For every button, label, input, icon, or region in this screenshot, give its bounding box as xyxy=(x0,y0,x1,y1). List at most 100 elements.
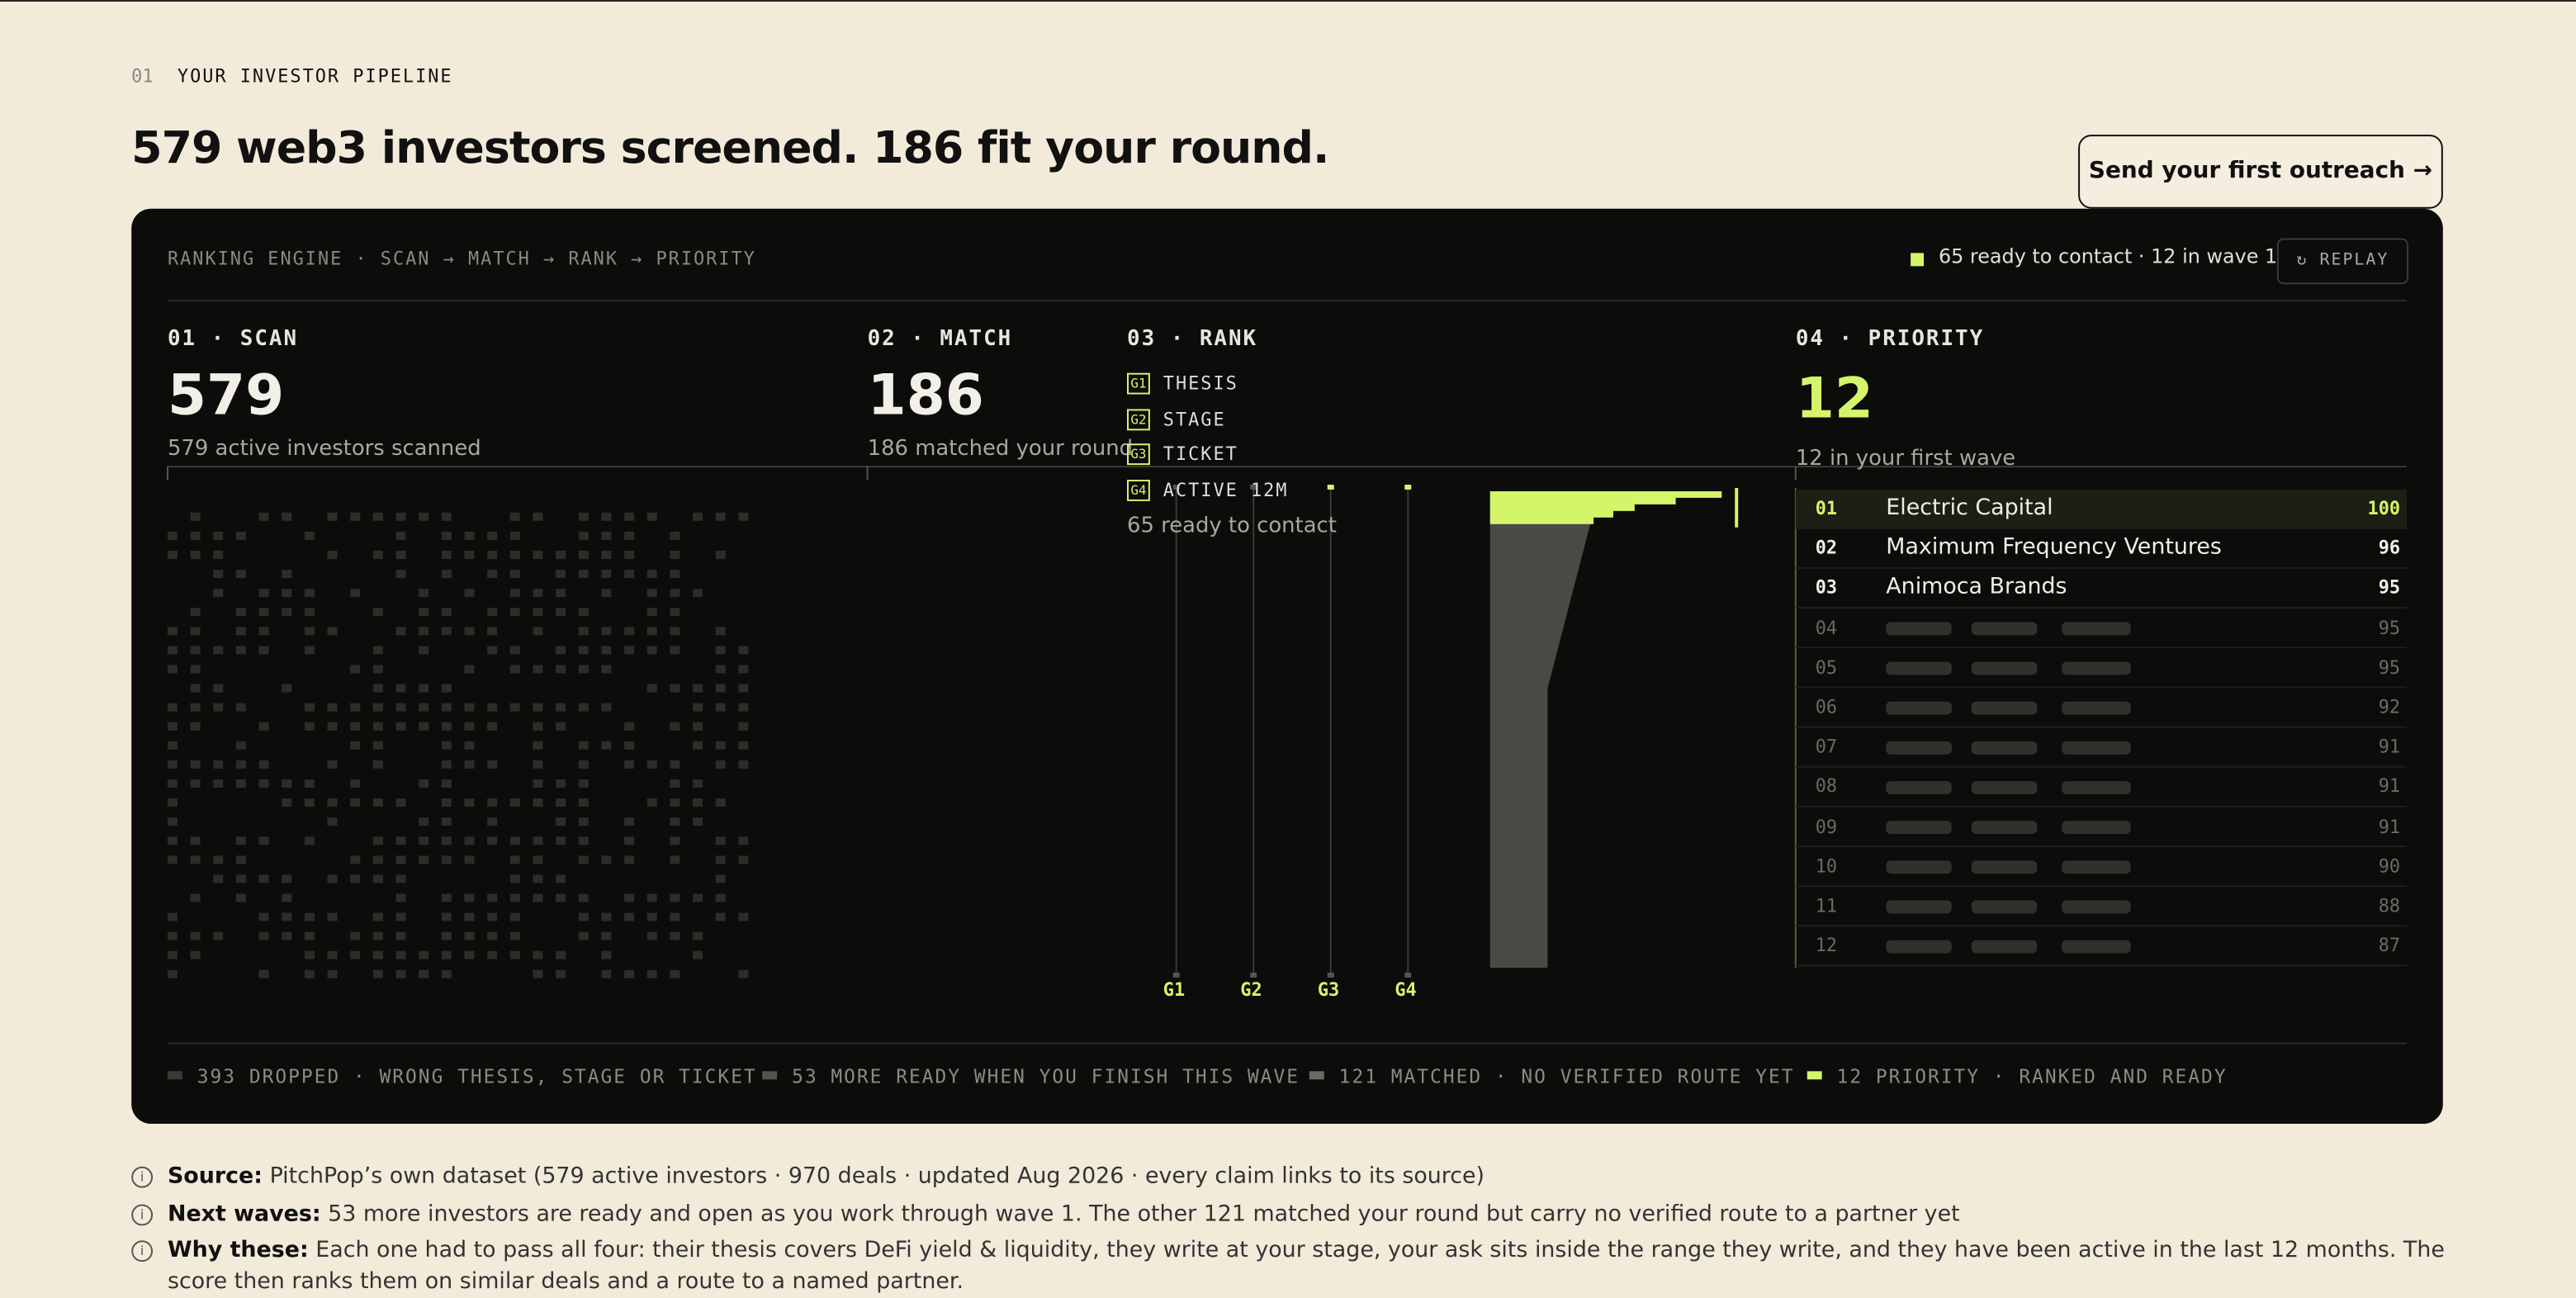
scan-dot xyxy=(395,684,406,693)
scan-dot xyxy=(395,855,406,865)
scan-dot xyxy=(509,531,520,540)
scan-dot xyxy=(441,608,452,617)
scan-dot xyxy=(646,570,657,579)
scan-dot xyxy=(601,570,612,579)
scan-dot xyxy=(190,779,201,788)
footnote-text: PitchPop’s own dataset (579 active inves… xyxy=(269,1163,1485,1190)
scan-dot xyxy=(509,836,520,846)
redacted-name xyxy=(2062,860,2131,874)
scan-dot xyxy=(715,893,726,902)
scan-dot xyxy=(441,741,452,750)
scan-dot xyxy=(441,779,452,788)
scan-dot xyxy=(670,855,680,865)
scan-dot xyxy=(350,798,361,807)
scan-dot xyxy=(395,627,406,636)
scan-dot xyxy=(372,874,383,883)
legend-swatch xyxy=(1309,1071,1324,1080)
gate-foot xyxy=(1172,972,1180,978)
scan-dot xyxy=(624,855,635,865)
ranking-panel: RANKING ENGINE · SCAN → MATCH → RANK → P… xyxy=(131,208,2443,1125)
scan-dot xyxy=(258,512,269,521)
scan-dot xyxy=(578,512,589,521)
scan-dot xyxy=(235,779,246,788)
scan-dot xyxy=(556,874,566,883)
scan-dot xyxy=(670,589,680,598)
scan-dot xyxy=(693,512,703,521)
stage-note: 12 in your first wave xyxy=(1795,447,2016,472)
scan-dot xyxy=(441,855,452,865)
scan-dot xyxy=(350,722,361,731)
scan-dot xyxy=(419,646,429,655)
page-title: 579 web3 investors screened. 186 fit you… xyxy=(131,123,1329,174)
replay-button[interactable]: ↻ REPLAY xyxy=(2276,238,2409,285)
scan-dot xyxy=(509,646,520,655)
scan-dot xyxy=(372,912,383,921)
scan-dot xyxy=(464,589,475,598)
scan-dot xyxy=(738,741,749,750)
scan-dot xyxy=(282,779,292,788)
scan-dot xyxy=(693,589,703,598)
scan-dot xyxy=(670,646,680,655)
rank: 06 xyxy=(1815,696,1838,718)
scan-dot xyxy=(533,550,543,559)
scan-dot xyxy=(258,836,269,846)
scan-dot xyxy=(167,741,178,750)
scan-dot xyxy=(258,646,269,655)
scan-dot xyxy=(487,531,498,540)
scan-dot xyxy=(693,722,703,731)
scan-dot xyxy=(670,779,680,788)
scan-dot xyxy=(167,855,178,865)
scan-dot xyxy=(464,627,475,636)
scan-dot xyxy=(624,512,635,521)
scan-dot xyxy=(441,570,452,579)
scan-dot xyxy=(556,798,566,807)
scan-dot xyxy=(556,665,566,674)
scan-dot xyxy=(601,931,612,940)
scan-dot xyxy=(235,760,246,769)
scan-dot xyxy=(395,912,406,921)
scan-dot xyxy=(167,931,178,940)
scan-dot xyxy=(304,646,315,655)
score: 91 xyxy=(2378,736,2401,758)
scan-dot xyxy=(282,570,292,579)
scan-dot xyxy=(556,608,566,617)
scan-dot xyxy=(509,608,520,617)
scan-dot xyxy=(715,798,726,807)
scan-dot xyxy=(715,874,726,883)
scan-dot xyxy=(509,874,520,883)
scan-dot xyxy=(419,512,429,521)
footnote-text: Each one had to pass all four: their the… xyxy=(167,1237,2445,1295)
scan-dot xyxy=(167,969,178,978)
scan-dot xyxy=(715,741,726,750)
scan-dot xyxy=(533,950,543,959)
redacted-name xyxy=(1971,780,2038,794)
scan-dot xyxy=(304,969,315,978)
scan-dot xyxy=(670,817,680,827)
scan-dot xyxy=(258,912,269,921)
scan-dot xyxy=(487,570,498,579)
cta-button[interactable]: Send your first outreach → xyxy=(2078,135,2443,209)
eyebrow: YOUR INVESTOR PIPELINE xyxy=(177,65,453,88)
scan-dot xyxy=(601,950,612,959)
stage-note: 186 matched your round xyxy=(867,437,1134,462)
scan-dot xyxy=(327,969,338,978)
scan-dot xyxy=(738,912,749,921)
score: 95 xyxy=(2378,577,2401,599)
scan-dot xyxy=(304,836,315,846)
scan-dot xyxy=(693,893,703,902)
panel-caption: RANKING ENGINE · SCAN → MATCH → RANK → P… xyxy=(167,248,756,270)
scan-dot xyxy=(327,760,338,769)
scan-dot xyxy=(350,931,361,940)
score: 87 xyxy=(2378,935,2401,957)
scan-dot xyxy=(441,760,452,769)
scan-dot xyxy=(395,950,406,959)
scan-dot xyxy=(464,722,475,731)
rank: 11 xyxy=(1815,895,1838,917)
scan-dot xyxy=(464,931,475,940)
scan-dot xyxy=(350,589,361,598)
scan-dot xyxy=(715,665,726,674)
scan-dot xyxy=(578,817,589,827)
stage-label: 04 · PRIORITY xyxy=(1795,326,1985,352)
scan-dot xyxy=(624,912,635,921)
investor-name: Electric Capital xyxy=(1886,494,2053,521)
